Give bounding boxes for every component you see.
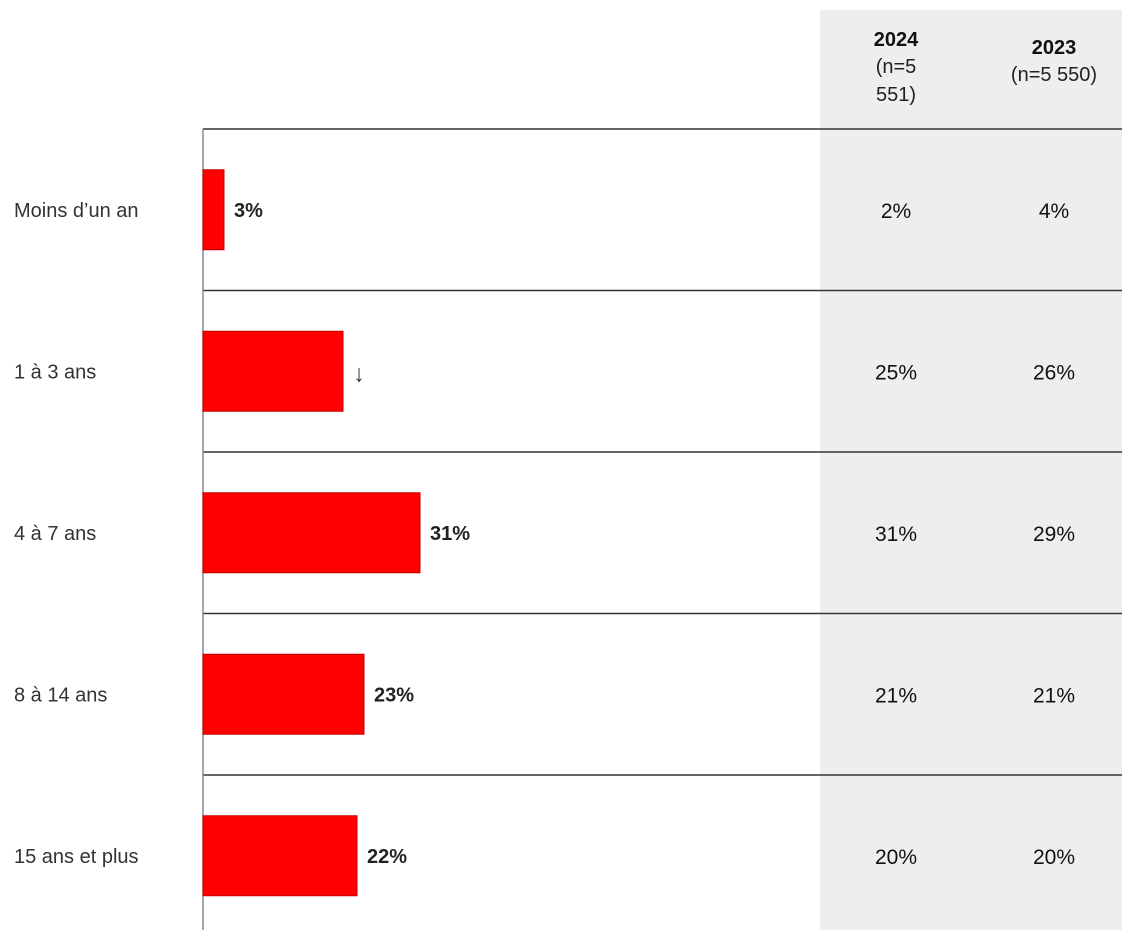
bar-value-label: 3% xyxy=(234,200,263,222)
value-2023: 26% xyxy=(1033,361,1075,384)
bar xyxy=(202,169,225,251)
bar xyxy=(202,492,421,574)
column-header-year: 2023 xyxy=(1032,37,1077,59)
bar-value-label: 31% xyxy=(430,523,470,545)
column-header-year: 2024 xyxy=(874,29,919,51)
category-label: 4 à 7 ans xyxy=(14,523,96,545)
value-2024: 25% xyxy=(875,361,917,384)
bar-value-label: 23% xyxy=(374,684,414,706)
significance-down-arrow: ↓ xyxy=(353,360,365,387)
column-header-sample-size: (n=5 550) xyxy=(1011,64,1097,86)
column-header-sample-size: (n=5 xyxy=(876,56,917,78)
value-2023: 20% xyxy=(1033,846,1075,869)
value-2024: 31% xyxy=(875,523,917,546)
bar xyxy=(202,815,358,897)
category-label: 1 à 3 ans xyxy=(14,361,96,383)
value-2024: 2% xyxy=(881,200,911,223)
bar xyxy=(202,653,365,735)
value-2024: 20% xyxy=(875,846,917,869)
category-label: 15 ans et plus xyxy=(14,846,139,868)
value-2023: 4% xyxy=(1039,200,1069,223)
bar xyxy=(202,330,344,412)
value-2024: 21% xyxy=(875,684,917,707)
comparison-columns-background xyxy=(820,10,1122,930)
category-label: 8 à 14 ans xyxy=(14,684,107,706)
column-header-sample-size: 551) xyxy=(876,84,916,106)
category-label: Moins d’un an xyxy=(14,200,139,222)
value-2023: 29% xyxy=(1033,523,1075,546)
bar-value-label: 22% xyxy=(367,846,407,868)
value-2023: 21% xyxy=(1033,684,1075,707)
